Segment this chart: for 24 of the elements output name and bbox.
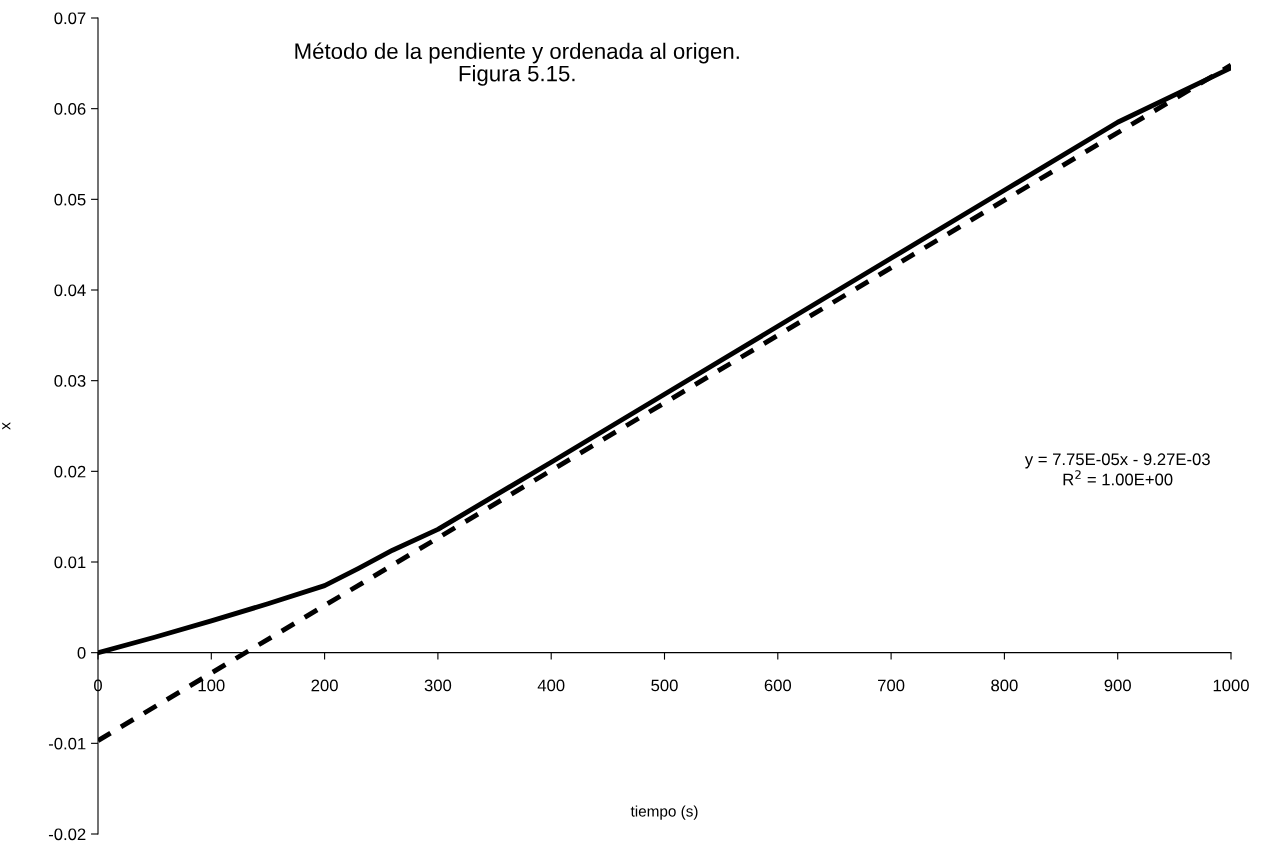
y-tick-label: 0.07 xyxy=(54,12,86,25)
y-tick-label: 0.03 xyxy=(54,375,86,387)
y-tick-label: 0.02 xyxy=(54,465,86,478)
x-tick-label: 400 xyxy=(537,679,565,692)
y-tick-label: -0.01 xyxy=(48,737,86,750)
x-tick-label: 800 xyxy=(991,679,1018,692)
x-tick-label: 100 xyxy=(198,679,225,692)
y-tick-label: 0 xyxy=(77,647,86,659)
x-tick-label: 900 xyxy=(1104,679,1131,692)
y-axis-title: x xyxy=(2,422,11,430)
y-tick-label: 0.01 xyxy=(54,556,86,569)
x-tick-label: 200 xyxy=(311,679,338,692)
x-tick-label: 1000 xyxy=(1213,679,1249,692)
x-tick-label: 600 xyxy=(764,679,792,692)
x-tick-label: 300 xyxy=(424,679,452,692)
y-tick-label: 0.06 xyxy=(54,103,86,115)
x-axis-title: tiempo (s) xyxy=(630,805,698,820)
annotation: y = 7.75E-05x - 9.27E-03 R$^{2}$ = 1.00E+00 xyxy=(1024,453,1210,486)
text: Método de la pendiente y ordenada al origen. Figura 5.15. xyxy=(295,42,739,86)
y-tick-label: 0.05 xyxy=(54,193,86,206)
y-tick-label: -0.02 xyxy=(48,828,86,841)
y-tick-label: 0.04 xyxy=(54,284,86,297)
x-tick-label: 700 xyxy=(878,679,905,692)
x-tick-label: 500 xyxy=(651,679,678,692)
